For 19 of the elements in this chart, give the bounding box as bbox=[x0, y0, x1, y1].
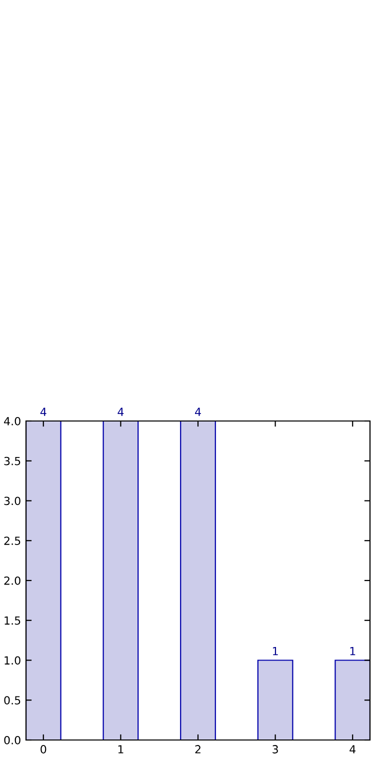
x-tick-label: 2 bbox=[195, 745, 200, 754]
data-label: 4 bbox=[40, 408, 46, 416]
y-tick-label: 1.0 bbox=[4, 656, 20, 665]
y-tick-label: 0.5 bbox=[4, 696, 20, 705]
x-tick-label: 3 bbox=[272, 745, 278, 754]
y-tick-label: 4.0 bbox=[4, 416, 20, 426]
x-tick-label: 0 bbox=[40, 745, 46, 754]
y-tick-label: 3.0 bbox=[4, 496, 20, 506]
data-label: 4 bbox=[195, 408, 201, 416]
data-label: 1 bbox=[272, 647, 278, 656]
data-label: 1 bbox=[350, 647, 356, 656]
y-tick-label: 2.5 bbox=[4, 536, 20, 546]
y-tick-label: 0.0 bbox=[4, 736, 20, 744]
y-tick-label: 2.0 bbox=[4, 576, 20, 585]
x-tick-label: 4 bbox=[350, 745, 356, 754]
data-label: 4 bbox=[118, 408, 124, 416]
y-tick-label: 3.5 bbox=[4, 456, 20, 466]
x-tick-label: 1 bbox=[118, 745, 124, 754]
y-tick-label: 1.5 bbox=[4, 616, 20, 625]
